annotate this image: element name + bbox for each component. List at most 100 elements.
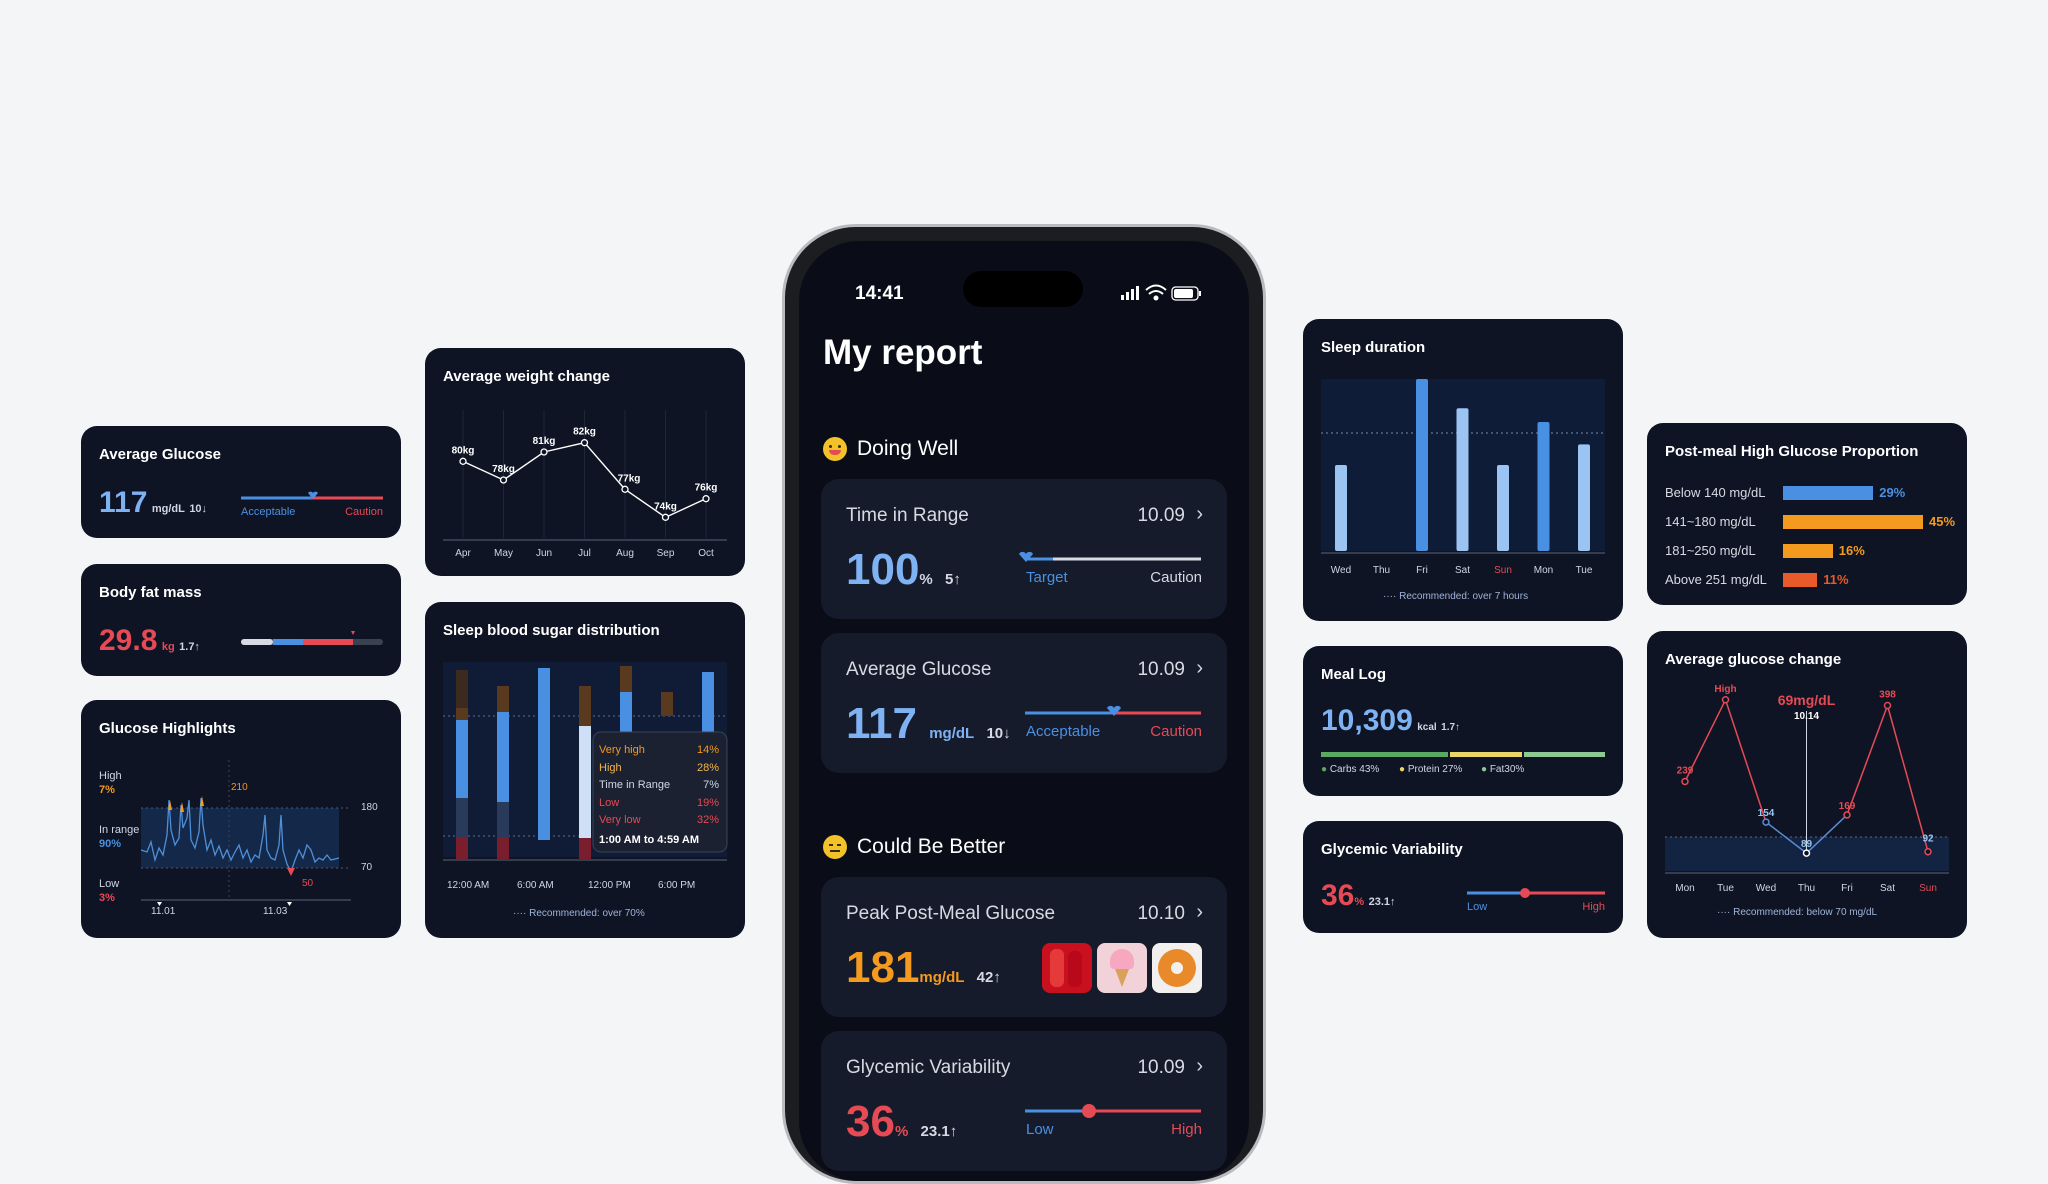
chevron-right-icon: › (1196, 657, 1203, 679)
section-could-be-better: Could Be Better (857, 835, 1006, 858)
phone-frame: 14:41 My report Doing Well Time in Range… (782, 224, 1266, 1184)
proportion-label: Above 251 mg/dL (1665, 572, 1767, 587)
proportion-label: 181~250 mg/dL (1665, 543, 1756, 558)
meal-log-card[interactable]: Meal Log 10,309 kcal 1.7↑ ● Carbs 43% ● … (1303, 646, 1623, 796)
weight-line-chart: Apr May Jun Jul Aug Sep Oct 80kg 78kg 81kg 82kg 77k… (443, 410, 727, 559)
stacked-bar (497, 686, 509, 860)
avg-glucose-change-card[interactable]: Average glucose change 239 High 154 89 169 39… (1647, 631, 1967, 938)
card-title: Average glucose change (1665, 651, 1842, 668)
kcal-delta: 1.7↑ (1441, 722, 1461, 733)
post-meal-proportion-card[interactable]: Post-meal High Glucose Proportion Below … (1647, 423, 1967, 605)
data-point (1802, 849, 1811, 857)
data-point (459, 457, 467, 465)
x-tick-label: May (494, 548, 513, 559)
tooltip-date: 10.14 (1794, 711, 1819, 722)
x-tick-label: Tue (1717, 883, 1734, 894)
soda-food-thumbnail[interactable] (1042, 943, 1092, 993)
proportion-value: 16% (1838, 543, 1865, 558)
sleep-duration-card[interactable]: Sleep duration Wed Thu Fri Sat Sun Mon Tue ···… (1303, 319, 1623, 621)
signal-icon (1121, 286, 1139, 300)
card-title: Glycemic Variability (846, 1057, 1011, 1078)
card-title: Body fat mass (99, 584, 202, 601)
data-label: 82kg (573, 427, 596, 438)
data-point (661, 513, 670, 521)
body-fat-card[interactable]: Body fat mass 29.8 kg 1.7↑ (81, 564, 401, 676)
gv-value: 36 (1321, 879, 1355, 912)
recommendation-note: ···· Recommended: below 70 mg/dL (1717, 907, 1878, 918)
x-tick-label: Sat (1455, 565, 1470, 576)
x-tick-label: Wed (1756, 883, 1776, 894)
glucose-delta: 10↓ (189, 503, 208, 515)
data-label: 89 (1801, 839, 1813, 850)
glycemic-variability-card[interactable]: Glycemic Variability 10.09 › 36% 23.1↑ L… (821, 1031, 1227, 1171)
sleep-sugar-bar-chart (443, 662, 728, 861)
avg-value: 117 (846, 699, 917, 748)
high-label: High (1171, 1121, 1202, 1138)
series-segment (1846, 705, 1889, 816)
proportion-label: 141~180 mg/dL (1665, 514, 1756, 529)
card-title: Meal Log (1321, 666, 1387, 683)
x-tick-label: Mon (1534, 565, 1553, 576)
data-point (1762, 818, 1770, 826)
heart-icon (308, 491, 318, 499)
peak-unit: mg/dL (919, 969, 965, 986)
donut-food-thumbnail[interactable] (1152, 943, 1202, 993)
x-tick-label: Wed (1331, 565, 1351, 576)
acceptable-label: Acceptable (241, 506, 296, 518)
data-point (1883, 701, 1892, 710)
caution-label: Caution (345, 506, 383, 518)
tir-value: 100 (846, 545, 920, 594)
date-label: 11.01 (151, 906, 176, 917)
fat-unit: kg (161, 641, 175, 653)
weight-change-card[interactable]: Average weight change Apr May Jun Jul Aug Sep… (425, 348, 745, 576)
sleep-bar (1456, 408, 1469, 551)
x-tick-label: Sun (1919, 883, 1937, 894)
card-title: Sleep duration (1321, 339, 1426, 356)
status-icons (1121, 284, 1201, 301)
ice-cream-food-thumbnail[interactable] (1097, 943, 1147, 993)
proportion-bar (1783, 544, 1833, 558)
x-tick-label: Thu (1798, 883, 1815, 894)
average-glucose-card[interactable]: Average Glucose 10.09 › 117 mg/dL 10↓ Ac… (821, 633, 1227, 773)
glucose-unit: mg/dL (151, 503, 185, 515)
card-date: 10.09 (1137, 1057, 1185, 1078)
high-pct: 7% (99, 784, 115, 796)
card-title: Glucose Highlights (99, 720, 236, 737)
x-tick-label: Sep (657, 548, 675, 559)
macro-bar (1321, 752, 1605, 757)
stacked-bar (661, 692, 673, 716)
sleep-bar (1416, 379, 1428, 551)
acceptable-label: Acceptable (1026, 723, 1101, 740)
low-label: Low (99, 878, 120, 890)
card-title: Average Glucose (846, 659, 992, 680)
average-glucose-card[interactable]: Average Glucose 117 mg/dL 10↓ Acceptable… (81, 426, 401, 538)
peak-value: 181 (846, 943, 920, 992)
sleep-blood-sugar-card[interactable]: Sleep blood sugar distribution Very high… (425, 602, 745, 938)
caution-label: Caution (1150, 569, 1202, 586)
glucose-change-line-chart: 239 High 154 89 169 398 92 69mg/dL 10.14 Mon Tue We… (1665, 684, 1949, 894)
y-upper-label: 180 (361, 802, 378, 813)
sleep-bar (1578, 444, 1590, 551)
stacked-bar (702, 672, 714, 732)
chevron-right-icon: › (1196, 1055, 1203, 1077)
data-label: 169 (1839, 801, 1856, 812)
time-in-range-card[interactable]: Time in Range 10.09 › 100% 5↑ Target Cau… (821, 479, 1227, 619)
peak-post-meal-card[interactable]: Peak Post-Meal Glucose 10.10 › 181mg/dL … (821, 877, 1227, 1017)
glucose-highlights-card[interactable]: Glucose Highlights High 7% In range 90% … (81, 700, 401, 938)
frown-marker-icon (1520, 888, 1530, 898)
glycemic-variability-card[interactable]: Glycemic Variability 36% 23.1↑ Low High (1303, 821, 1623, 933)
fat-delta: 1.7↑ (179, 641, 200, 653)
data-label: 76kg (695, 483, 718, 494)
status-time: 14:41 (855, 283, 904, 304)
sleep-bar (1537, 422, 1550, 551)
dynamic-island (963, 271, 1083, 307)
recommendation-note: ···· Recommended: over 70% (513, 908, 645, 919)
x-tick-label: Tue (1576, 565, 1593, 576)
caution-label: Caution (1150, 723, 1202, 740)
proportion-value: 11% (1823, 572, 1849, 587)
x-tick-label: Sun (1494, 565, 1512, 576)
sleep-bar-chart: Wed Thu Fri Sat Sun Mon Tue (1321, 379, 1605, 576)
battery-icon (1171, 286, 1201, 301)
avg-range-indicator (1025, 705, 1201, 716)
x-tick-label: Sat (1880, 883, 1895, 894)
